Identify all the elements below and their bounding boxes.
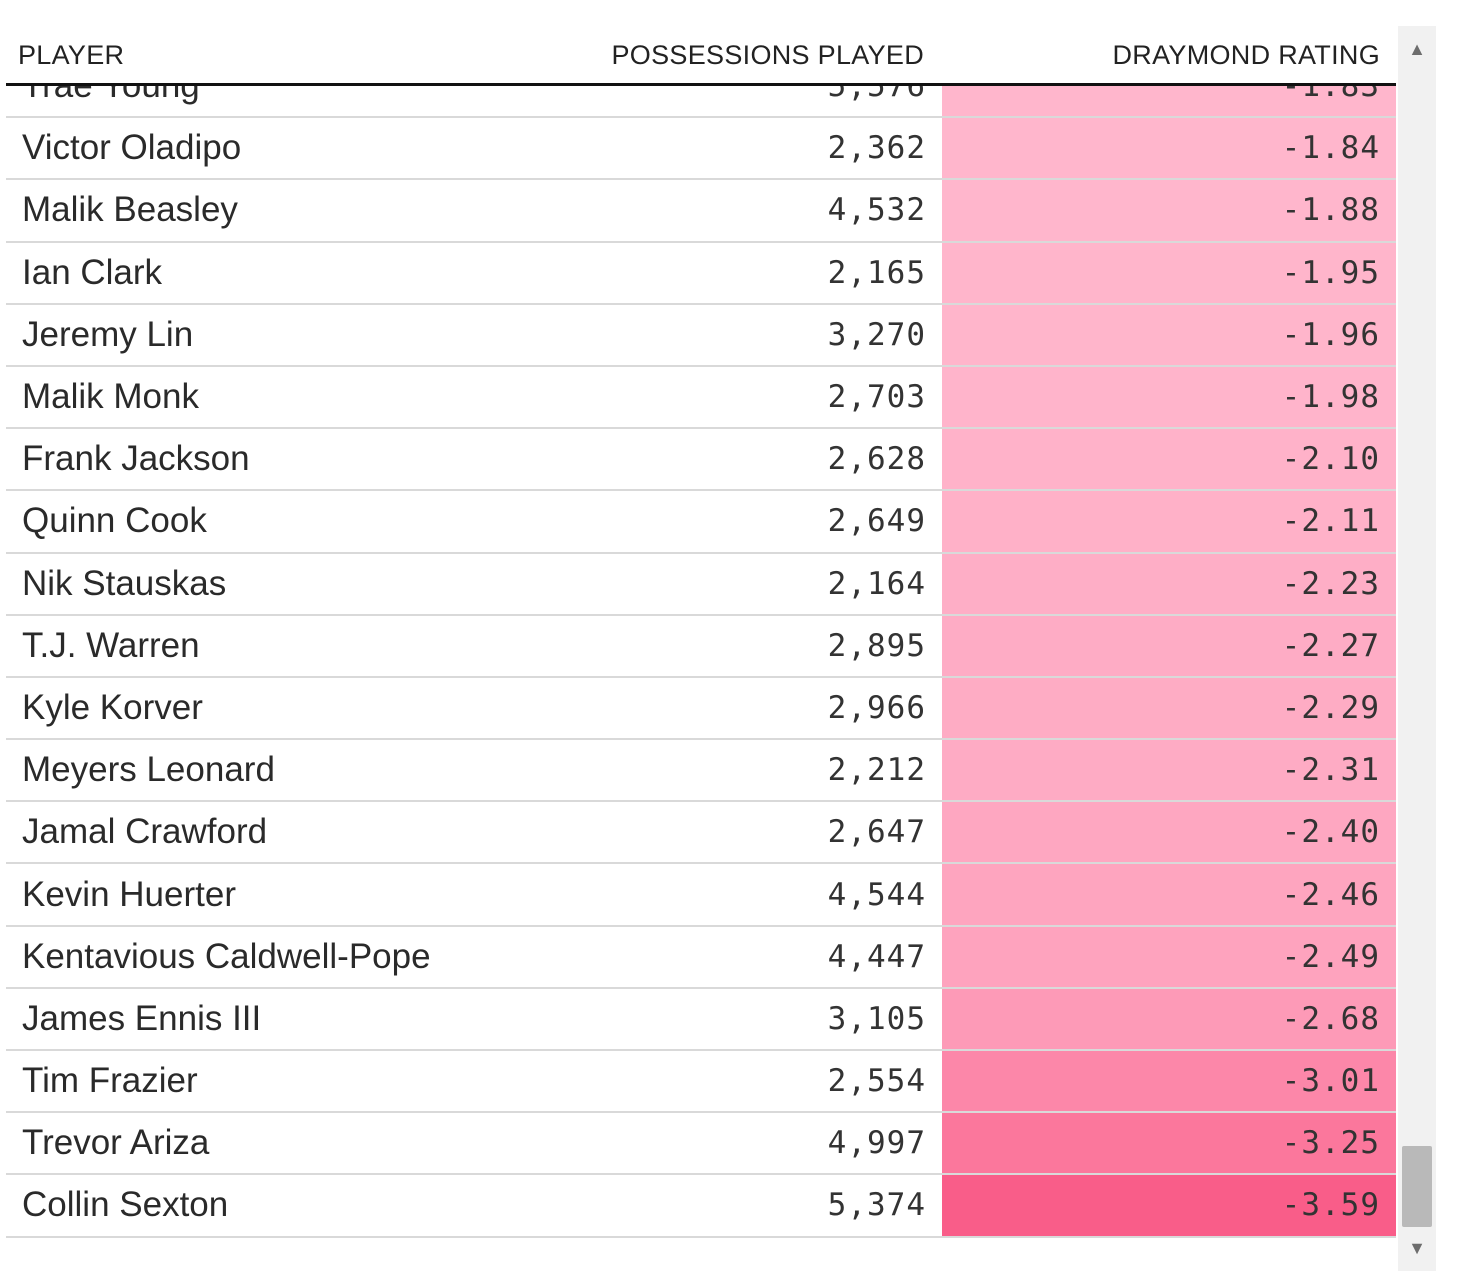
rating-cell: -2.68 [942, 988, 1396, 1049]
possessions-cell: 4,544 [827, 876, 926, 913]
table-row: James Ennis III 3,105 -2.68 [6, 988, 1396, 1051]
player-name-cell: Kevin Huerter [22, 874, 236, 914]
player-name-cell: James Ennis III [22, 998, 262, 1038]
possessions-cell: 2,703 [827, 379, 926, 416]
rating-cell: -2.11 [942, 491, 1396, 552]
player-name-cell: Frank Jackson [22, 439, 250, 479]
table-row: Trevor Ariza 4,997 -3.25 [6, 1113, 1396, 1176]
player-name-cell: Nik Stauskas [22, 563, 227, 603]
possessions-cell: 2,647 [827, 814, 926, 851]
table-row: Frank Jackson 2,628 -2.10 [6, 429, 1396, 492]
table-row: Nik Stauskas 2,164 -2.23 [6, 553, 1396, 616]
table-row: Kentavious Caldwell-Pope 4,447 -2.49 [6, 926, 1396, 989]
possessions-cell: 2,895 [827, 627, 926, 664]
column-header-rating[interactable]: DRAYMOND RATING [1112, 40, 1380, 70]
ratings-table: PLAYER POSSESSIONS PLAYED DRAYMOND RATIN… [6, 26, 1396, 1281]
table-row: Malik Beasley 4,532 -1.88 [6, 180, 1396, 243]
table-row: Ian Clark 2,165 -1.95 [6, 242, 1396, 305]
player-name-cell: Kentavious Caldwell-Pope [22, 936, 431, 976]
rating-cell: -2.29 [942, 677, 1396, 739]
scroll-up-icon[interactable]: ▲ [1408, 38, 1426, 59]
possessions-cell: 4,997 [827, 1125, 926, 1162]
rating-cell: -2.10 [942, 429, 1396, 490]
possessions-cell: 5,374 [827, 1187, 926, 1224]
possessions-cell: 3,105 [827, 1000, 926, 1037]
table-header: PLAYER POSSESSIONS PLAYED DRAYMOND RATIN… [6, 26, 1396, 86]
possessions-cell: 2,165 [827, 254, 926, 291]
possessions-cell: 3,270 [827, 316, 926, 353]
player-name-cell: Jeremy Lin [22, 314, 194, 354]
player-name-cell: Trevor Ariza [22, 1123, 210, 1163]
column-header-possessions[interactable]: POSSESSIONS PLAYED [611, 40, 924, 70]
rating-cell: -1.84 [942, 118, 1396, 179]
possessions-cell: 2,362 [827, 130, 926, 167]
table-row: Tim Frazier 2,554 -3.01 [6, 1051, 1396, 1114]
player-name-cell: Trae Young [22, 86, 200, 116]
rating-cell: -2.46 [942, 864, 1396, 925]
possessions-cell: 4,447 [827, 938, 926, 975]
player-name-cell: T.J. Warren [22, 625, 200, 665]
rating-cell: -3.59 [942, 1175, 1396, 1236]
table-row: Victor Oladipo 2,362 -1.84 [6, 118, 1396, 181]
possessions-cell: 4,532 [827, 192, 926, 229]
possessions-cell: 2,649 [827, 503, 926, 540]
rating-cell: -2.27 [942, 615, 1396, 676]
player-name-cell: Malik Monk [22, 377, 199, 417]
table-row: Malik Monk 2,703 -1.98 [6, 366, 1396, 430]
rating-cell: -2.31 [942, 740, 1396, 801]
scrollbar-track[interactable] [1398, 70, 1436, 1227]
rating-cell: -2.23 [942, 553, 1396, 614]
vertical-scrollbar[interactable]: ▲ ▼ [1398, 26, 1436, 1271]
rating-cell: -2.40 [942, 802, 1396, 863]
table-row: T.J. Warren 2,895 -2.27 [6, 615, 1396, 678]
player-name-cell: Meyers Leonard [22, 750, 275, 790]
player-name-cell: Tim Frazier [22, 1061, 198, 1101]
possessions-cell: 2,628 [827, 441, 926, 478]
player-name-cell: Kyle Korver [22, 687, 203, 727]
player-name-cell: Victor Oladipo [22, 128, 242, 168]
rating-cell: -1.83 [942, 86, 1396, 117]
rating-cell: -3.01 [942, 1051, 1396, 1112]
rating-cell: -1.95 [942, 242, 1396, 303]
possessions-cell: 2,212 [827, 752, 926, 789]
possessions-cell: 5,576 [827, 86, 926, 105]
table-row: Quinn Cook 2,649 -2.11 [6, 491, 1396, 554]
table-row: Kyle Korver 2,966 -2.29 [6, 677, 1396, 741]
table-row: Collin Sexton 5,374 -3.59 [6, 1175, 1396, 1238]
rating-cell: -1.98 [942, 366, 1396, 428]
possessions-cell: 2,554 [827, 1063, 926, 1100]
player-name-cell: Collin Sexton [22, 1185, 229, 1225]
player-name-cell: Jamal Crawford [22, 812, 268, 852]
scrollbar-thumb[interactable] [1402, 1146, 1432, 1227]
rating-cell: -1.96 [942, 304, 1396, 365]
player-name-cell: Ian Clark [22, 252, 163, 292]
column-header-player[interactable]: PLAYER [18, 40, 125, 70]
rating-cell: -3.25 [942, 1113, 1396, 1174]
player-name-cell: Quinn Cook [22, 501, 207, 541]
table-row: Trae Young 5,576 -1.83 [6, 86, 1396, 119]
table-row: Jamal Crawford 2,647 -2.40 [6, 802, 1396, 865]
scroll-down-icon[interactable]: ▼ [1408, 1237, 1426, 1258]
rating-cell: -1.88 [942, 180, 1396, 241]
table-row: Meyers Leonard 2,212 -2.31 [6, 740, 1396, 803]
possessions-cell: 2,966 [827, 689, 926, 726]
player-name-cell: Malik Beasley [22, 190, 238, 230]
rating-cell: -2.49 [942, 926, 1396, 987]
possessions-cell: 2,164 [827, 565, 926, 602]
table-row: Kevin Huerter 4,544 -2.46 [6, 864, 1396, 927]
table-row: Jeremy Lin 3,270 -1.96 [6, 304, 1396, 367]
